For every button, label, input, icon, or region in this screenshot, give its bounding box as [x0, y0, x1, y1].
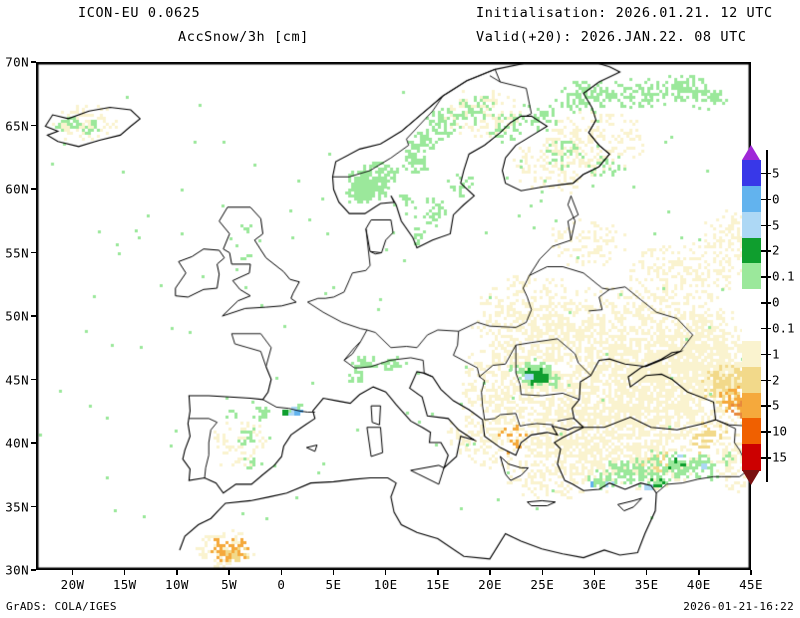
initialisation-text: Initialisation: 2026.01.21. 12 UTC: [476, 5, 773, 21]
y-axis-tick: [31, 315, 36, 317]
x-axis-label: 20W: [60, 577, 85, 592]
x-axis-label: 5W: [221, 577, 238, 592]
x-axis-label: 10W: [165, 577, 189, 592]
colorbar-tick: [761, 379, 771, 382]
x-axis-tick: [593, 570, 596, 575]
colorbar-label: 5: [772, 165, 780, 181]
colorbar-cap-bottom: [742, 470, 760, 485]
colorbar-segment: [742, 185, 761, 213]
map-raster-canvas: [37, 63, 750, 569]
y-axis-label: 65N: [5, 118, 29, 133]
colorbar-segment: [742, 340, 761, 368]
colorbar-label: 0.1: [772, 320, 795, 336]
colorbar-label: 0.1: [772, 268, 795, 284]
variable-title: AccSnow/3h [cm]: [178, 29, 309, 45]
colorbar-segment: [742, 237, 761, 264]
y-axis-tick: [31, 61, 36, 63]
x-axis-tick: [698, 570, 700, 575]
y-axis-tick: [31, 378, 36, 381]
colorbar-segment: [742, 263, 761, 290]
colorbar-segment: [742, 392, 761, 419]
x-axis-tick: [437, 570, 439, 575]
y-axis-tick: [31, 442, 36, 444]
x-axis-label: 15E: [425, 577, 450, 592]
y-axis-label: 40N: [5, 435, 29, 451]
colorbar-tick: [761, 405, 771, 407]
colorbar-label: 15: [772, 449, 788, 465]
x-axis-tick: [384, 570, 387, 575]
y-axis-label: 60N: [5, 181, 29, 197]
y-axis-label: 70N: [5, 54, 29, 70]
y-axis-tick: [31, 124, 36, 127]
y-axis-label: 45N: [5, 372, 29, 387]
grads-credit: GrADS: COLA/IGES: [6, 600, 117, 613]
colorbar-tick: [761, 276, 771, 278]
valid-time-text: Valid(+20): 2026.JAN.22. 08 UTC: [476, 29, 747, 45]
x-axis-tick: [124, 570, 126, 575]
map-plot-area: [36, 62, 751, 570]
colorbar-tick: [761, 457, 771, 459]
x-axis-label: 35E: [634, 577, 659, 592]
y-axis-tick: [31, 251, 36, 254]
colorbar-segment: [742, 289, 761, 316]
colorbar-label: 0: [772, 294, 780, 310]
colorbar-tick: [761, 302, 771, 304]
colorbar-label: 2: [772, 372, 780, 388]
colorbar-axis-line: [766, 150, 768, 482]
y-axis-label: 30N: [5, 562, 29, 578]
x-axis-label: 30E: [582, 577, 607, 592]
y-axis-tick: [31, 188, 36, 190]
x-axis-label: 10E: [373, 577, 398, 592]
x-axis-label: 0: [277, 577, 286, 592]
y-axis-label: 35N: [5, 499, 29, 514]
colorbar-segment: [742, 211, 761, 239]
colorbar-segment: [742, 160, 761, 187]
colorbar: [742, 145, 761, 485]
model-title: ICON-EU 0.0625: [78, 5, 201, 21]
colorbar-segment: [742, 315, 761, 342]
colorbar-tick: [761, 198, 771, 201]
colorbar-tick: [761, 224, 771, 227]
colorbar-segment: [742, 366, 761, 394]
colorbar-label: 0: [772, 191, 780, 207]
x-axis-label: 5E: [325, 577, 342, 592]
x-axis-tick: [332, 570, 335, 575]
x-axis-tick: [176, 570, 178, 575]
x-axis-label: 20E: [478, 577, 502, 592]
y-axis-label: 55N: [5, 245, 29, 260]
colorbar-segment: [742, 444, 761, 471]
render-timestamp: 2026-01-21-16:22: [683, 600, 794, 613]
x-axis-tick: [228, 570, 230, 575]
x-axis-tick: [489, 570, 491, 575]
colorbar-cap-top: [742, 145, 760, 160]
x-axis-tick: [750, 570, 752, 575]
colorbar-tick: [761, 353, 771, 356]
colorbar-label: 2: [772, 242, 780, 258]
x-axis-label: 45E: [739, 577, 763, 592]
colorbar-tick: [761, 327, 771, 330]
colorbar-label: 10: [772, 423, 788, 439]
colorbar-tick: [761, 431, 771, 433]
x-axis-tick: [280, 570, 282, 575]
y-axis-tick: [31, 569, 36, 571]
colorbar-tick: [761, 172, 771, 175]
x-axis-label: 15W: [112, 577, 137, 592]
colorbar-segment: [742, 418, 761, 445]
y-axis-label: 50N: [5, 308, 29, 324]
colorbar-label: 1: [772, 346, 780, 362]
x-axis-tick: [71, 570, 74, 575]
colorbar-label: 5: [772, 217, 780, 233]
x-axis-tick: [645, 570, 648, 575]
colorbar-label: 5: [772, 397, 780, 413]
x-axis-label: 40E: [686, 577, 711, 592]
x-axis-label: 25E: [530, 577, 555, 592]
y-axis-tick: [31, 505, 36, 508]
x-axis-tick: [541, 570, 543, 575]
colorbar-tick: [761, 250, 771, 252]
